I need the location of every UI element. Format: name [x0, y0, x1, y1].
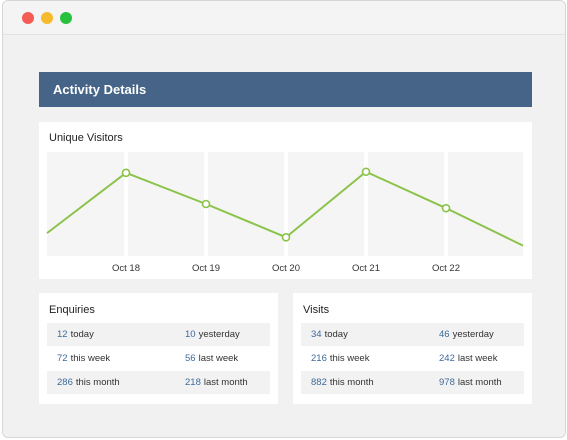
title-bar: [3, 1, 565, 35]
x-tick-label: Oct 18: [112, 263, 140, 274]
visits-card: Visits 34 today 46 yesterday 216 this week …: [293, 293, 532, 404]
minimize-window-button[interactable]: [41, 12, 53, 24]
data-point: [121, 168, 131, 178]
visits-last-week: 242 last week: [439, 353, 498, 364]
data-point: [281, 232, 291, 242]
visits-last-month: 978 last month: [439, 377, 502, 388]
data-point: [201, 199, 211, 209]
chart-title: Unique Visitors: [49, 132, 123, 144]
visits-this-week: 216 this week: [311, 353, 370, 364]
enquiries-card: Enquiries 12 today 10 yesterday 72 this wee…: [39, 293, 278, 404]
enquiries-last-week: 56 last week: [185, 353, 239, 364]
enquiries-row: 12 today 10 yesterday: [47, 323, 270, 346]
page-title: Activity Details: [39, 72, 532, 107]
x-tick-label: Oct 22: [432, 263, 460, 274]
gridline: [364, 152, 368, 256]
visits-today: 34 today: [311, 329, 348, 340]
visits-row: 882 this month 978 last month: [301, 371, 524, 394]
page-content: Activity Details Unique Visitors Oct 18 O…: [3, 36, 565, 437]
enquiries-row: 72 this week 56 last week: [47, 347, 270, 370]
x-tick-label: Oct 20: [272, 263, 300, 274]
enquiries-this-week: 72 this week: [57, 353, 111, 364]
enquiries-title: Enquiries: [49, 304, 95, 316]
enquiries-row: 286 this month 218 last month: [47, 371, 270, 394]
unique-visitors-chart: Oct 18 Oct 19 Oct 20 Oct 21 Oct 22: [46, 152, 524, 274]
gridline: [284, 152, 288, 256]
enquiries-yesterday: 10 yesterday: [185, 329, 240, 340]
gridline: [124, 152, 128, 256]
data-point: [441, 203, 451, 213]
enquiries-today: 12 today: [57, 329, 94, 340]
visits-yesterday: 46 yesterday: [439, 329, 494, 340]
x-tick-label: Oct 19: [192, 263, 220, 274]
unique-visitors-card: Unique Visitors Oct 18 Oct 19 Oct 20 Oct 21…: [39, 122, 532, 279]
data-point: [361, 167, 371, 177]
visits-row: 34 today 46 yesterday: [301, 323, 524, 346]
visits-row: 216 this week 242 last week: [301, 347, 524, 370]
close-window-button[interactable]: [22, 12, 34, 24]
enquiries-this-month: 286 this month: [57, 377, 120, 388]
enquiries-last-month: 218 last month: [185, 377, 248, 388]
maximize-window-button[interactable]: [60, 12, 72, 24]
x-tick-label: Oct 21: [352, 263, 380, 274]
visits-this-month: 882 this month: [311, 377, 374, 388]
visits-title: Visits: [303, 304, 330, 316]
